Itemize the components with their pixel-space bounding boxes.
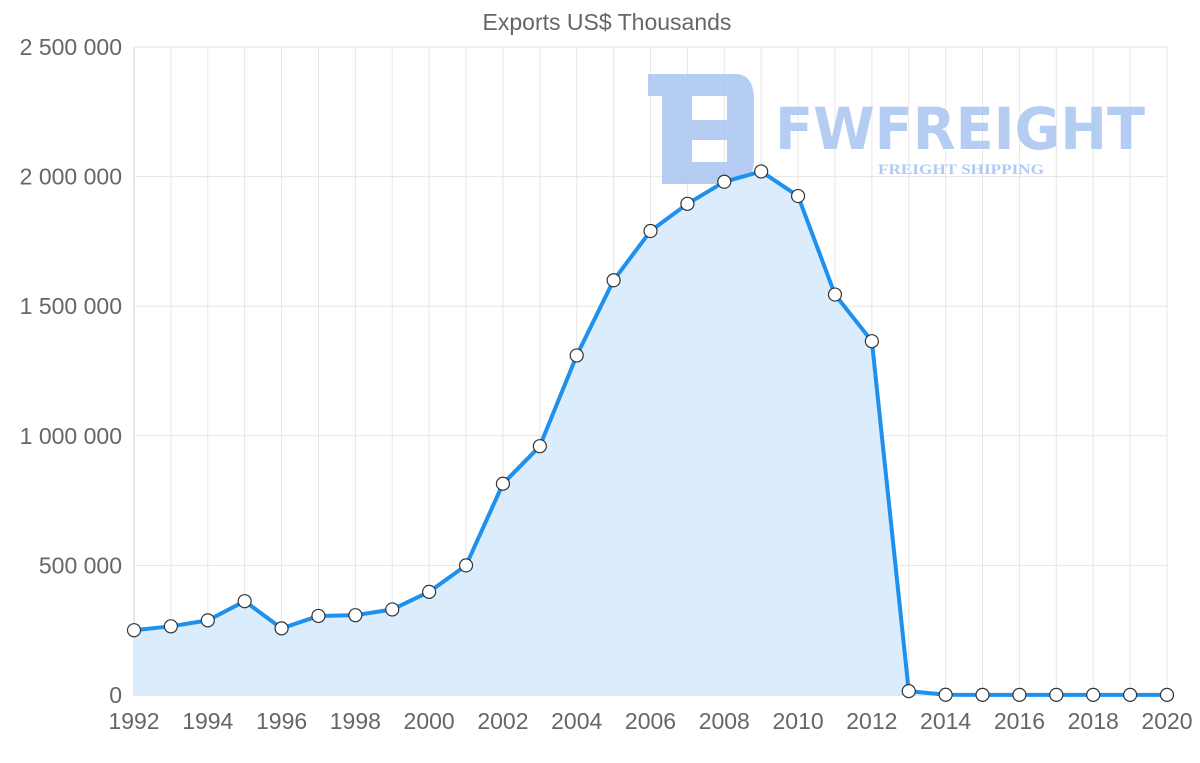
data-point xyxy=(1012,687,1027,702)
data-point xyxy=(200,613,215,628)
chart-title: Exports US$ Thousands xyxy=(483,9,732,35)
x-tick-label: 2020 xyxy=(1141,708,1192,734)
data-point xyxy=(1159,687,1175,702)
data-point xyxy=(680,196,695,211)
data-point xyxy=(458,558,474,573)
data-point xyxy=(495,476,511,491)
area-fill xyxy=(134,171,1167,696)
x-tick-label: 1994 xyxy=(182,708,233,734)
data-point xyxy=(717,174,732,189)
watermark-brand: FWFREIGHT xyxy=(775,95,1145,163)
x-tick-label: 1998 xyxy=(330,708,381,734)
data-point xyxy=(938,687,953,702)
watermark-tagline: FREIGHT SHIPPING xyxy=(878,162,1044,178)
y-tick-label: 1 000 000 xyxy=(20,423,122,449)
data-point xyxy=(864,334,879,349)
x-tick-label: 2012 xyxy=(846,708,897,734)
y-tick-label: 2 500 000 xyxy=(20,34,122,60)
data-point xyxy=(126,623,142,638)
data-point xyxy=(532,439,547,454)
x-tick-label: 2006 xyxy=(625,708,676,734)
y-tick-label: 0 xyxy=(109,682,122,708)
y-tick-label: 1 500 000 xyxy=(20,293,122,319)
x-axis-labels: 1992 1994 1996 1998 2000 2002 2004 2006 2008 2010… xyxy=(108,708,1192,734)
data-point xyxy=(790,188,806,204)
x-tick-label: 1992 xyxy=(108,708,159,734)
y-axis-labels: 0 500 000 1 000 000 1 500 000 2 000 000 2 500… xyxy=(20,34,122,708)
data-point xyxy=(975,687,990,702)
data-point xyxy=(311,608,326,624)
x-tick-label: 2000 xyxy=(404,708,455,734)
data-point xyxy=(274,621,289,636)
data-points xyxy=(126,164,1175,702)
watermark: FWFREIGHT FREIGHT SHIPPING xyxy=(648,74,1145,184)
data-point xyxy=(1049,687,1064,702)
data-point xyxy=(1123,687,1138,702)
x-tick-label: 2002 xyxy=(477,708,528,734)
data-point xyxy=(422,584,437,599)
data-point xyxy=(606,273,621,288)
x-tick-label: 2016 xyxy=(994,708,1045,734)
data-point xyxy=(237,594,252,609)
x-tick-label: 2018 xyxy=(1068,708,1119,734)
x-tick-label: 1996 xyxy=(256,708,307,734)
x-tick-label: 2014 xyxy=(920,708,971,734)
x-tick-label: 2010 xyxy=(772,708,823,734)
x-tick-label: 2004 xyxy=(551,708,602,734)
data-point xyxy=(754,164,769,179)
data-point xyxy=(163,619,178,634)
data-point xyxy=(643,223,658,239)
brand-logo-icon xyxy=(648,74,754,184)
y-tick-label: 2 000 000 xyxy=(20,164,122,190)
y-tick-label: 500 000 xyxy=(39,552,122,578)
data-point xyxy=(348,608,363,623)
data-point xyxy=(827,287,843,302)
data-point xyxy=(385,602,400,617)
data-point xyxy=(569,348,584,363)
x-tick-label: 2008 xyxy=(699,708,750,734)
data-point xyxy=(901,684,916,699)
data-point xyxy=(1086,687,1101,702)
